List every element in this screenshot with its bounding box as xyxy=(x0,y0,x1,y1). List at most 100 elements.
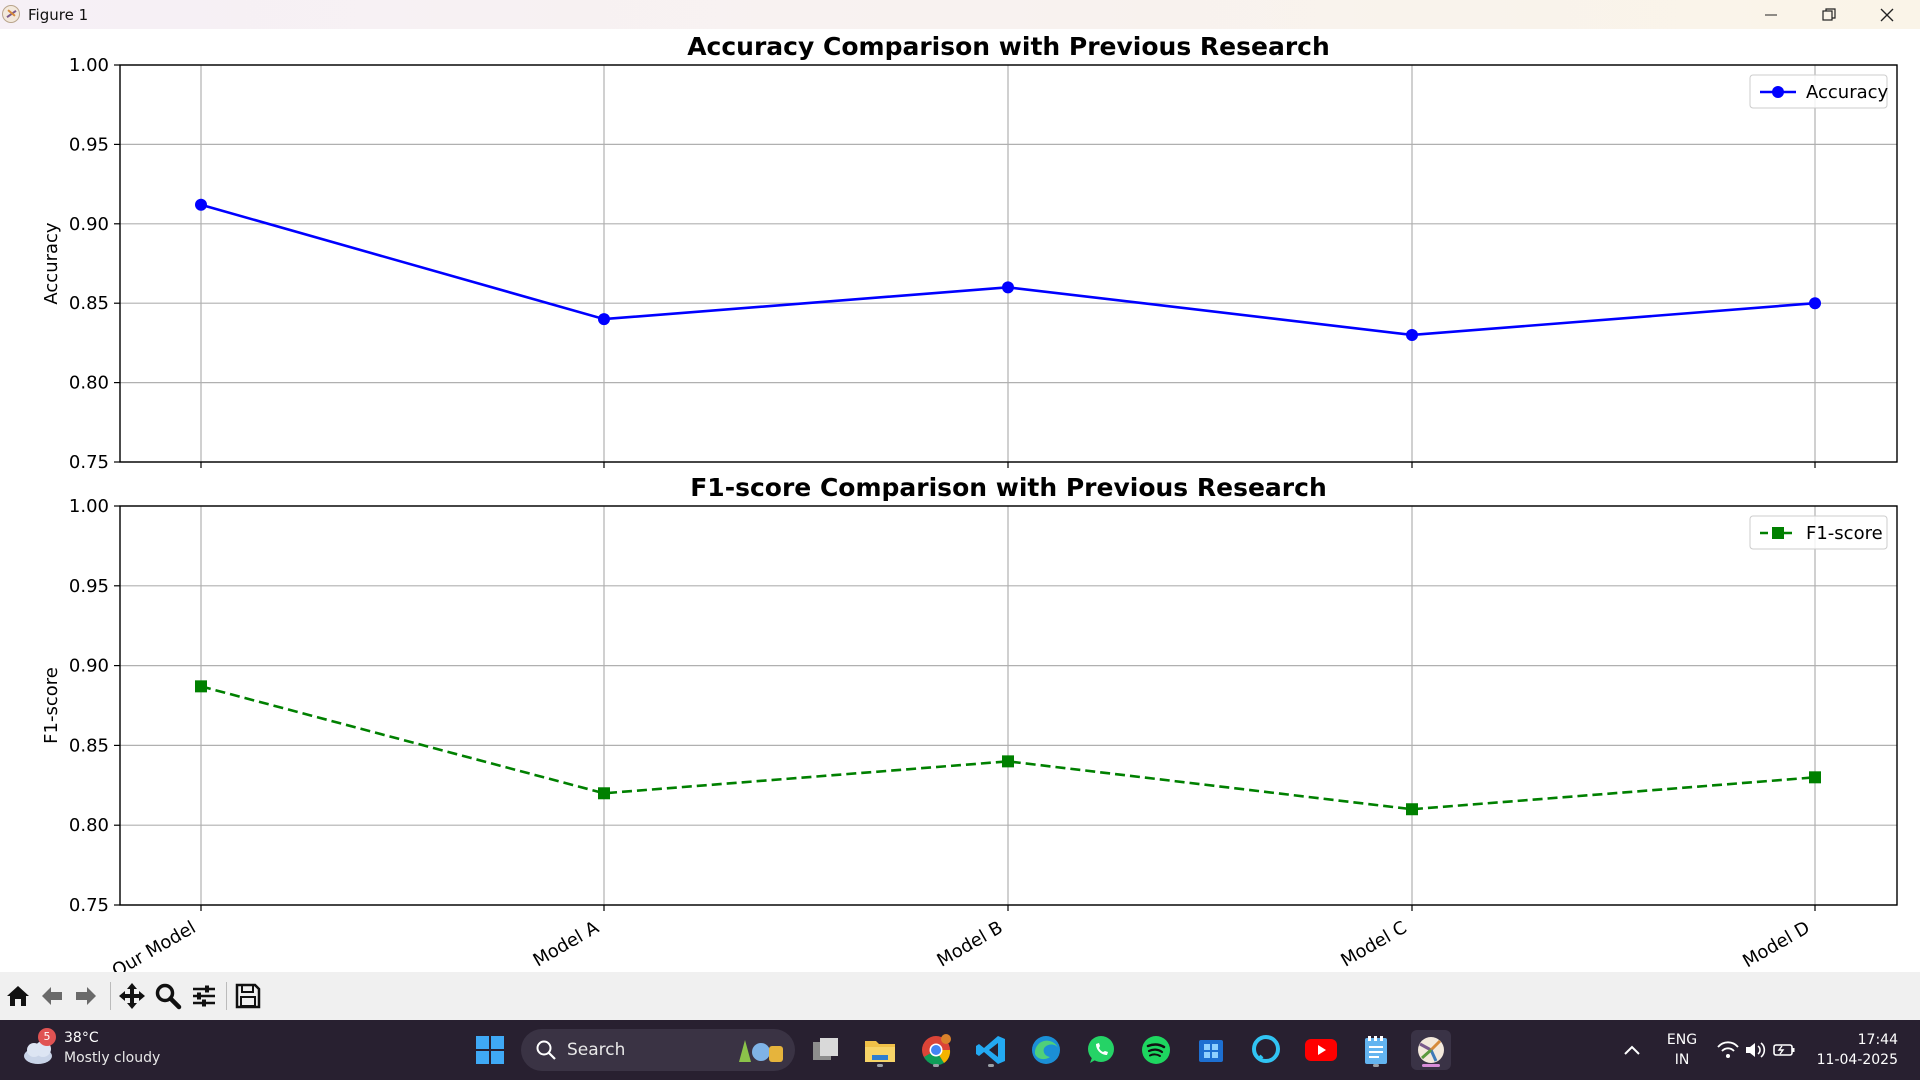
figure-svg: Accuracy Comparison with Previous Resear… xyxy=(41,32,1898,982)
y-tick-label: 0.85 xyxy=(69,735,109,756)
store-button[interactable] xyxy=(1191,1030,1231,1070)
task-view-button[interactable] xyxy=(806,1030,846,1070)
y-tick-label: 1.00 xyxy=(69,496,109,517)
language-code: ENG xyxy=(1666,1032,1698,1048)
weather-temperature: 38°C xyxy=(64,1030,99,1046)
legend-label: F1-score xyxy=(1806,523,1883,544)
task-view-icon xyxy=(813,1038,838,1060)
restore-icon xyxy=(1822,7,1836,21)
home-icon xyxy=(7,986,29,1006)
window-titlebar: Figure 1 xyxy=(0,0,1920,29)
spotify-button[interactable] xyxy=(1136,1030,1176,1070)
x-tick-label: Model D xyxy=(1739,917,1813,972)
save-button[interactable] xyxy=(232,980,264,1012)
matplotlib-taskbar-button[interactable] xyxy=(1411,1030,1451,1070)
vscode-button[interactable] xyxy=(971,1030,1011,1070)
legend: Accuracy xyxy=(1749,74,1889,109)
navigation-toolbar xyxy=(0,972,1920,1020)
weather-condition: Mostly cloudy xyxy=(64,1050,161,1066)
toolbar-separator xyxy=(226,982,227,1010)
minimize-button[interactable] xyxy=(1742,0,1800,29)
data-point xyxy=(195,198,207,211)
restore-button[interactable] xyxy=(1800,0,1858,29)
whatsapp-button[interactable] xyxy=(1081,1030,1121,1070)
data-point xyxy=(1406,803,1418,816)
y-tick-label: 0.85 xyxy=(69,293,109,314)
show-hidden-icons-button[interactable] xyxy=(1612,1030,1652,1070)
edge-icon xyxy=(1032,1036,1060,1064)
search-label: Search xyxy=(567,1040,626,1060)
store-icon xyxy=(1199,1040,1223,1062)
zoom-button[interactable] xyxy=(152,980,184,1012)
legend-box xyxy=(1749,515,1888,550)
file-explorer-button[interactable] xyxy=(860,1030,900,1070)
minimize-icon xyxy=(1765,14,1777,15)
whatsapp-icon xyxy=(1088,1036,1114,1063)
x-tick-label: Model B xyxy=(934,917,1007,971)
axes-frame xyxy=(119,505,1898,906)
data-point xyxy=(1809,297,1821,310)
forward-icon xyxy=(76,987,96,1005)
running-indicator xyxy=(877,1064,883,1067)
data-point xyxy=(1002,755,1014,768)
back-icon xyxy=(42,987,62,1005)
close-button[interactable] xyxy=(1858,0,1916,29)
y-axis-label: Accuracy xyxy=(41,222,62,305)
pan-button[interactable] xyxy=(116,980,148,1012)
y-tick-label: 0.80 xyxy=(69,815,109,836)
legend-box xyxy=(1749,74,1888,109)
clock-time: 17:44 xyxy=(1857,1032,1898,1048)
start-button[interactable] xyxy=(470,1030,510,1070)
configure-subplots-button[interactable] xyxy=(188,980,220,1012)
home-button[interactable] xyxy=(2,980,34,1012)
data-point xyxy=(1809,771,1821,784)
chevron-up-icon xyxy=(1624,1045,1640,1055)
matplotlib-app-icon xyxy=(2,5,20,23)
running-indicator xyxy=(988,1064,994,1067)
youtube-icon xyxy=(1305,1039,1337,1061)
y-tick-label: 0.90 xyxy=(69,656,109,677)
alexa-button[interactable] xyxy=(1246,1030,1286,1070)
chart-panel-2: F1-score Comparison with Previous Resear… xyxy=(41,473,1898,982)
system-tray-status[interactable] xyxy=(1716,1030,1800,1070)
active-indicator xyxy=(1422,1064,1440,1067)
back-button[interactable] xyxy=(36,980,68,1012)
weather-widget[interactable]: 5 38°C Mostly cloudy xyxy=(20,1028,200,1072)
y-tick-label: 1.00 xyxy=(69,55,109,76)
forward-button[interactable] xyxy=(70,980,102,1012)
figure-canvas[interactable]: Accuracy Comparison with Previous Resear… xyxy=(0,29,1920,982)
close-icon xyxy=(1880,8,1894,21)
data-point xyxy=(195,680,207,693)
y-tick-label: 0.95 xyxy=(69,134,109,155)
series-line xyxy=(200,685,1816,811)
chrome-icon xyxy=(922,1034,951,1066)
alexa-icon xyxy=(1252,1035,1280,1063)
y-tick-label: 0.90 xyxy=(69,214,109,235)
edge-button[interactable] xyxy=(1026,1030,1066,1070)
weather-badge: 5 xyxy=(38,1028,56,1046)
x-tick-label: Model C xyxy=(1337,917,1410,971)
y-axis-label: F1-score xyxy=(41,667,62,744)
window-title: Figure 1 xyxy=(28,6,89,24)
taskbar-search[interactable]: Search xyxy=(521,1029,795,1071)
youtube-button[interactable] xyxy=(1301,1030,1341,1070)
axes-frame xyxy=(119,64,1898,463)
taskbar-clock[interactable]: 17:44 11-04-2025 xyxy=(1817,1030,1898,1070)
start-icon xyxy=(476,1036,504,1064)
search-highlight-icon xyxy=(739,1040,783,1062)
y-tick-label: 0.95 xyxy=(69,576,109,597)
data-point xyxy=(1002,281,1014,294)
data-point xyxy=(598,313,610,326)
pan-icon xyxy=(119,983,145,1009)
network-volume-battery-icons xyxy=(1717,1041,1795,1058)
running-indicator xyxy=(1373,1064,1379,1067)
toolbar-separator xyxy=(110,982,111,1010)
notepad-button[interactable] xyxy=(1356,1030,1396,1070)
notepad-icon xyxy=(1365,1036,1387,1064)
input-language[interactable]: ENG IN xyxy=(1664,1030,1700,1070)
search-icon xyxy=(536,1040,556,1060)
chart-title: Accuracy Comparison with Previous Resear… xyxy=(687,32,1330,61)
zoom-icon xyxy=(155,983,182,1010)
running-indicator xyxy=(933,1064,939,1067)
chrome-button[interactable] xyxy=(916,1030,956,1070)
